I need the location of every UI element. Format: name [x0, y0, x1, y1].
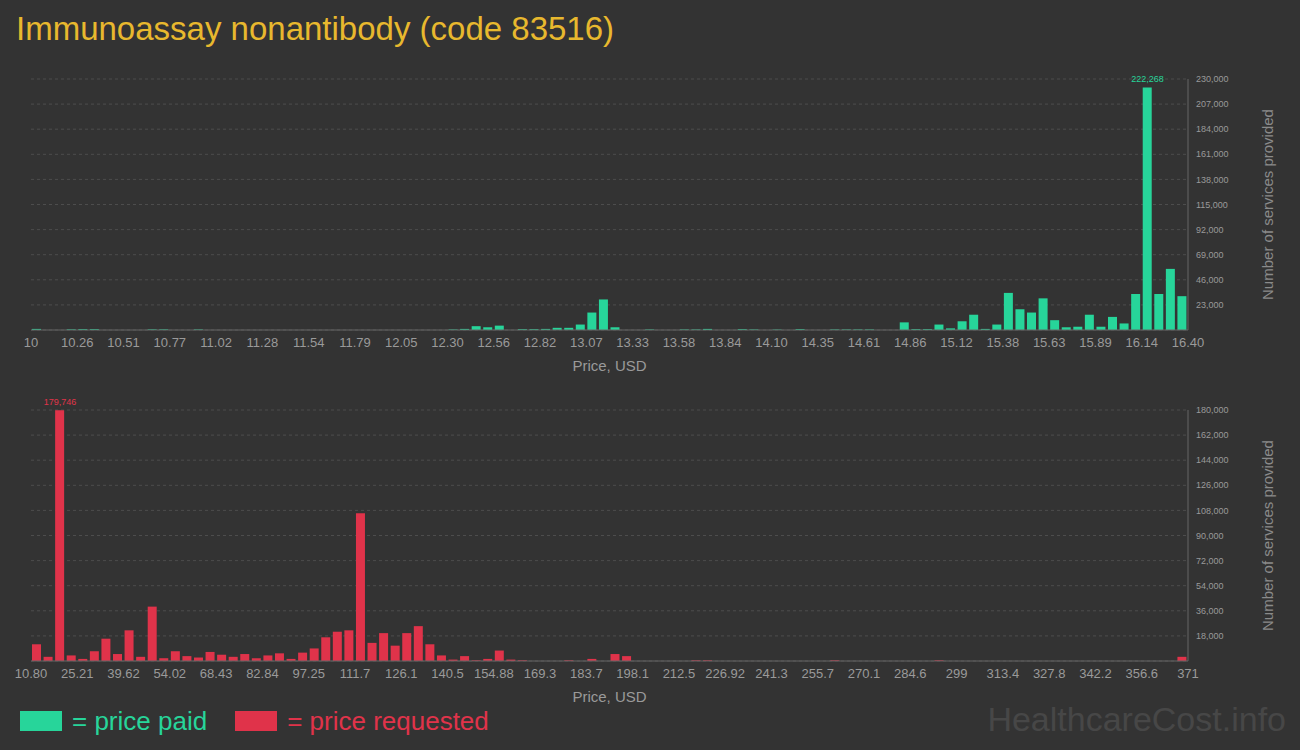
svg-text:371: 371 — [1177, 666, 1199, 681]
html-text:Immunoassay nonantibody (code: Immunoassay nonantibody (code 83516) — [16, 10, 614, 47]
svg-text:Number of services provided: Number of services provided — [1259, 440, 1276, 631]
svg-text:15.38: 15.38 — [987, 335, 1020, 350]
svg-text:13.07: 13.07 — [570, 335, 603, 350]
svg-text:12.56: 12.56 — [478, 335, 511, 350]
svg-text:284.6: 284.6 — [894, 666, 927, 681]
svg-text:183.7: 183.7 — [570, 666, 603, 681]
svg-text:90,000: 90,000 — [1196, 531, 1224, 541]
svg-text:14.10: 14.10 — [755, 335, 788, 350]
svg-text:12.05: 12.05 — [385, 335, 418, 350]
svg-text:212.5: 212.5 — [663, 666, 696, 681]
svg-text:222,268: 222,268 — [1131, 74, 1164, 84]
svg-text:12.82: 12.82 — [524, 335, 557, 350]
svg-text:138,000: 138,000 — [1196, 175, 1229, 185]
svg-text:39.62: 39.62 — [107, 666, 140, 681]
svg-text:92,000: 92,000 — [1196, 225, 1224, 235]
svg-text:154.88: 154.88 — [474, 666, 514, 681]
svg-text:10.51: 10.51 — [107, 335, 140, 350]
svg-text:Price, USD: Price, USD — [572, 688, 646, 705]
svg-text:72,000: 72,000 — [1196, 556, 1224, 566]
svg-text:342.2: 342.2 — [1079, 666, 1112, 681]
svg-text:162,000: 162,000 — [1196, 430, 1229, 440]
svg-text:255.7: 255.7 — [801, 666, 834, 681]
svg-text:144,000: 144,000 — [1196, 455, 1229, 465]
svg-text:115,000: 115,000 — [1196, 200, 1228, 210]
svg-text:23,000: 23,000 — [1196, 300, 1224, 310]
svg-text:25.21: 25.21 — [61, 666, 94, 681]
svg-text:108,000: 108,000 — [1196, 506, 1229, 516]
svg-text:14.86: 14.86 — [894, 335, 927, 350]
svg-text:226.92: 226.92 — [705, 666, 745, 681]
svg-text:140.5: 140.5 — [431, 666, 464, 681]
svg-text:11.54: 11.54 — [293, 335, 325, 350]
html-text:HealthcareCost.info: HealthcareCost.info — [987, 700, 1286, 738]
svg-text:11.79: 11.79 — [339, 335, 371, 350]
svg-text:16.40: 16.40 — [1172, 335, 1205, 350]
svg-text:313.4: 313.4 — [987, 666, 1020, 681]
svg-text:207,000: 207,000 — [1196, 99, 1229, 109]
svg-text:12.30: 12.30 — [431, 335, 464, 350]
svg-text:230,000: 230,000 — [1196, 74, 1229, 84]
svg-text:36,000: 36,000 — [1196, 606, 1224, 616]
svg-text:10.77: 10.77 — [154, 335, 187, 350]
svg-text:14.61: 14.61 — [848, 335, 881, 350]
svg-text:10: 10 — [24, 335, 38, 350]
svg-text:126,000: 126,000 — [1196, 480, 1229, 490]
svg-text:161,000: 161,000 — [1196, 149, 1229, 159]
svg-text:327.8: 327.8 — [1033, 666, 1066, 681]
svg-text:13.84: 13.84 — [709, 335, 742, 350]
svg-text:10.80: 10.80 — [15, 666, 48, 681]
svg-text:270.1: 270.1 — [848, 666, 881, 681]
svg-text:241.3: 241.3 — [755, 666, 788, 681]
svg-text:11.28: 11.28 — [247, 335, 279, 350]
svg-text:198.1: 198.1 — [616, 666, 649, 681]
svg-text:69,000: 69,000 — [1196, 250, 1224, 260]
svg-text:299: 299 — [946, 666, 968, 681]
svg-text:18,000: 18,000 — [1196, 631, 1224, 641]
html-text:= price requested: = price requested — [287, 705, 489, 736]
svg-text:Number of services provided: Number of services provided — [1259, 109, 1276, 300]
svg-text:97.25: 97.25 — [292, 666, 325, 681]
svg-text:82.84: 82.84 — [246, 666, 279, 681]
svg-text:Price, USD: Price, USD — [572, 357, 646, 374]
svg-text:169.3: 169.3 — [524, 666, 557, 681]
svg-text:46,000: 46,000 — [1196, 275, 1224, 285]
svg-text:15.89: 15.89 — [1079, 335, 1112, 350]
svg-text:126.1: 126.1 — [385, 666, 418, 681]
svg-text:16.14: 16.14 — [1125, 335, 1158, 350]
svg-text:54,000: 54,000 — [1196, 581, 1224, 591]
svg-text:13.58: 13.58 — [663, 335, 696, 350]
svg-text:54.02: 54.02 — [154, 666, 187, 681]
svg-text:184,000: 184,000 — [1196, 124, 1229, 134]
svg-text:10.26: 10.26 — [61, 335, 94, 350]
html-text:= price paid: = price paid — [72, 705, 208, 736]
svg-text:11.02: 11.02 — [200, 335, 232, 350]
svg-text:68.43: 68.43 — [200, 666, 233, 681]
svg-text:14.35: 14.35 — [801, 335, 834, 350]
svg-text:180,000: 180,000 — [1196, 405, 1229, 415]
svg-text:356.6: 356.6 — [1125, 666, 1158, 681]
svg-text:15.63: 15.63 — [1033, 335, 1066, 350]
svg-text:111.7: 111.7 — [340, 666, 371, 681]
svg-text:179,746: 179,746 — [44, 397, 77, 407]
svg-text:15.12: 15.12 — [940, 335, 973, 350]
svg-text:13.33: 13.33 — [616, 335, 649, 350]
